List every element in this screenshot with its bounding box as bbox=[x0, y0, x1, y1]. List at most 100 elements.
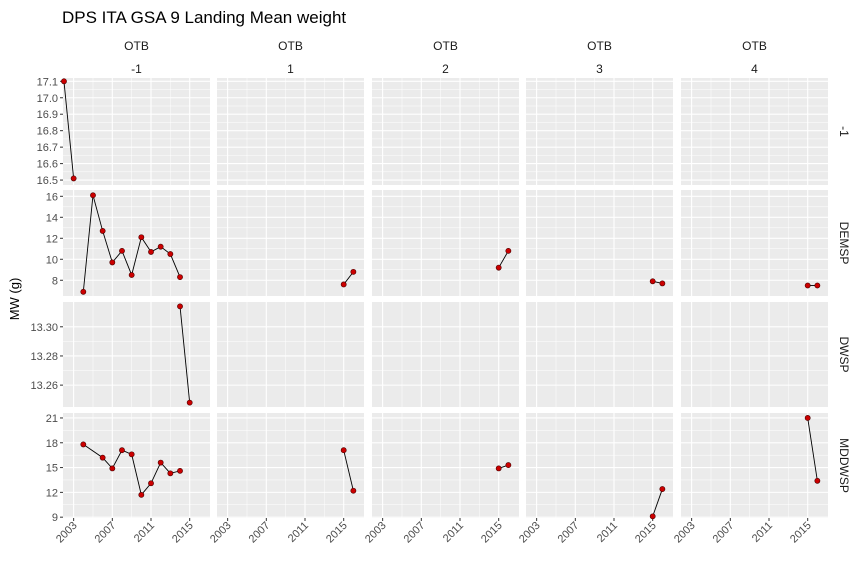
facet-panel bbox=[526, 302, 673, 407]
x-tick-label: 2011 bbox=[595, 520, 620, 545]
chart-title: DPS ITA GSA 9 Landing Mean weight bbox=[62, 8, 346, 27]
x-tick-label: 2015 bbox=[788, 520, 814, 546]
panel-background bbox=[63, 413, 210, 518]
data-point bbox=[804, 415, 811, 421]
panel-background bbox=[217, 302, 364, 407]
y-tick-label: 16.7 bbox=[37, 142, 58, 154]
facet-panel bbox=[63, 78, 210, 185]
y-tick-label: 21 bbox=[46, 413, 58, 425]
row-strip-label: MDDWSP bbox=[837, 438, 851, 493]
facet-panel bbox=[372, 78, 519, 185]
data-point bbox=[649, 513, 656, 520]
facet-panel bbox=[372, 413, 519, 518]
x-tick-label: 2007 bbox=[402, 520, 428, 546]
y-tick-label: 14 bbox=[46, 212, 58, 224]
series-line bbox=[807, 417, 818, 481]
panel-background bbox=[217, 413, 364, 518]
data-point bbox=[649, 278, 656, 285]
data-point bbox=[804, 282, 811, 289]
data-point bbox=[340, 447, 347, 454]
column-strip-label-top: OTB bbox=[278, 39, 303, 53]
data-point bbox=[138, 234, 145, 241]
facet-panel bbox=[63, 190, 210, 296]
y-tick-label: 12 bbox=[46, 233, 58, 245]
panel-background bbox=[526, 78, 673, 185]
data-point bbox=[80, 288, 87, 295]
x-tick-label: 2011 bbox=[286, 520, 311, 545]
panel-background bbox=[526, 302, 673, 407]
y-tick-label: 17.1 bbox=[37, 76, 58, 88]
facet-panel bbox=[526, 190, 673, 296]
column-strip-label-bottom: 2 bbox=[442, 62, 449, 76]
data-point bbox=[80, 441, 87, 448]
data-point bbox=[167, 251, 174, 257]
data-point bbox=[99, 454, 106, 461]
facet-panel bbox=[217, 302, 364, 407]
data-point bbox=[659, 486, 666, 492]
facet-panel bbox=[526, 78, 673, 185]
data-point bbox=[157, 243, 164, 250]
y-tick-label: 8 bbox=[52, 275, 58, 287]
y-axis-title: MW (g) bbox=[7, 278, 22, 321]
data-point bbox=[148, 480, 154, 487]
x-tick-label: 2015 bbox=[479, 520, 505, 546]
facet-panel bbox=[681, 190, 828, 296]
facet-panel bbox=[63, 302, 210, 407]
data-point bbox=[505, 462, 512, 468]
panel-background bbox=[681, 413, 828, 518]
column-strip-label-bottom: 3 bbox=[596, 62, 603, 76]
panel-background bbox=[681, 302, 828, 407]
panel-background bbox=[217, 78, 364, 185]
data-point bbox=[350, 487, 357, 494]
x-tick-label: 2011 bbox=[132, 520, 157, 545]
panel-background bbox=[372, 78, 519, 185]
panel-background bbox=[681, 78, 828, 185]
panel-background bbox=[63, 78, 210, 185]
x-tick-label: 2007 bbox=[556, 520, 582, 546]
panel-background bbox=[372, 190, 519, 296]
series-line bbox=[83, 444, 181, 496]
panel-background bbox=[526, 190, 673, 296]
x-tick-label: 2011 bbox=[441, 520, 466, 545]
data-point bbox=[99, 228, 106, 234]
data-point bbox=[495, 465, 502, 472]
y-tick-label: 13.30 bbox=[30, 322, 58, 334]
y-tick-label: 10 bbox=[46, 254, 58, 266]
data-point bbox=[177, 303, 183, 310]
panel-background bbox=[63, 190, 210, 296]
column-strip-label-top: OTB bbox=[433, 39, 458, 53]
data-point bbox=[138, 491, 145, 498]
panel-background bbox=[526, 413, 673, 518]
facet-panel bbox=[372, 190, 519, 296]
y-tick-label: 16.6 bbox=[37, 159, 58, 171]
y-tick-label: 16 bbox=[46, 191, 58, 203]
x-tick-label: 2015 bbox=[324, 520, 350, 546]
x-tick-label: 2003 bbox=[517, 520, 543, 546]
data-point bbox=[128, 272, 135, 278]
series-line bbox=[498, 250, 509, 268]
facet-panel bbox=[217, 190, 364, 296]
panel-background bbox=[372, 413, 519, 518]
x-tick-label: 2007 bbox=[711, 520, 737, 546]
data-point bbox=[70, 175, 77, 182]
y-tick-label: 12 bbox=[46, 487, 58, 499]
series-line bbox=[63, 81, 75, 179]
x-tick-label: 2015 bbox=[633, 520, 659, 546]
data-point bbox=[495, 264, 502, 271]
series-line bbox=[343, 450, 354, 491]
row-strip-label: DWSP bbox=[837, 337, 851, 373]
column-strip-label-top: OTB bbox=[742, 39, 767, 53]
data-point bbox=[119, 247, 125, 254]
x-tick-label: 2015 bbox=[170, 520, 196, 546]
x-tick-label: 2003 bbox=[208, 520, 234, 546]
y-tick-label: 18 bbox=[46, 438, 58, 450]
y-tick-label: 9 bbox=[52, 512, 58, 524]
data-point bbox=[340, 281, 347, 288]
row-strip-label: DEMSP bbox=[837, 222, 851, 265]
data-point bbox=[148, 249, 154, 255]
x-tick-label: 2007 bbox=[93, 520, 119, 546]
facet-panel bbox=[681, 302, 828, 407]
y-tick-label: 16.5 bbox=[37, 175, 58, 187]
data-point bbox=[814, 477, 821, 484]
